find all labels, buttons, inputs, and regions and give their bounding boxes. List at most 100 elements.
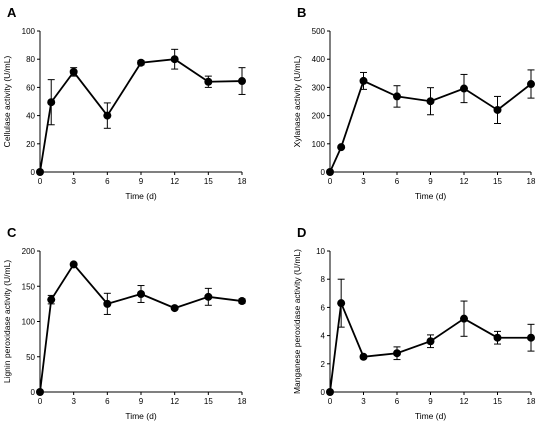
data-point xyxy=(527,80,535,89)
y-tick-label: 0 xyxy=(321,388,326,397)
x-axis-label: Time (d) xyxy=(415,411,446,421)
x-tick-label: 3 xyxy=(71,177,76,186)
y-tick-label: 60 xyxy=(26,83,35,92)
series-line xyxy=(39,262,243,393)
x-tick-label: 9 xyxy=(428,397,433,406)
data-point xyxy=(170,55,179,64)
data-point xyxy=(69,67,78,76)
data-point xyxy=(103,299,112,308)
data-point xyxy=(137,58,145,67)
y-tick-label: 8 xyxy=(321,275,326,284)
y-tick-label: 40 xyxy=(26,112,35,121)
data-point xyxy=(460,314,468,323)
series-line xyxy=(39,58,243,173)
x-tick-label: 6 xyxy=(105,177,110,186)
x-tick-label: 12 xyxy=(460,397,469,406)
y-axis-label: Manganese peroxidase activity (U/mL) xyxy=(292,249,302,394)
data-point xyxy=(527,333,535,342)
x-tick-label: 9 xyxy=(139,397,144,406)
data-point xyxy=(103,111,112,120)
x-tick-label: 18 xyxy=(527,177,536,186)
x-tick-label: 18 xyxy=(527,397,536,406)
y-tick-label: 200 xyxy=(22,247,36,256)
data-point xyxy=(137,290,145,299)
y-tick-label: 100 xyxy=(312,140,326,149)
x-axis-label: Time (d) xyxy=(125,411,156,421)
data-point xyxy=(359,76,368,85)
y-axis-label: Lignin peroxidase activity (U/mL) xyxy=(2,260,12,383)
y-tick-label: 4 xyxy=(321,332,326,341)
y-tick-label: 0 xyxy=(321,168,326,177)
panel-a: A 0 20 40 60 80 100 0 3 6 9 12 15 18 Time (d) Cellulase… xyxy=(2,5,247,201)
x-tick-label: 15 xyxy=(204,397,213,406)
data-point xyxy=(238,77,246,86)
x-tick-label: 15 xyxy=(204,177,213,186)
y-axis-label: Xylanase activity (U/mL) xyxy=(292,56,302,148)
data-point xyxy=(170,304,179,313)
series-line xyxy=(329,299,531,393)
y-tick-label: 100 xyxy=(22,318,36,327)
x-tick-label: 18 xyxy=(238,397,247,406)
y-tick-label: 10 xyxy=(316,247,325,256)
data-point xyxy=(493,105,502,114)
y-tick-label: 20 xyxy=(26,140,35,149)
panel-label: B xyxy=(297,5,306,20)
y-tick-label: 200 xyxy=(312,112,326,121)
data-point xyxy=(337,143,346,152)
x-tick-label: 9 xyxy=(428,177,433,186)
data-point xyxy=(493,333,502,342)
data-point xyxy=(47,295,56,304)
panel-label: C xyxy=(7,225,17,240)
y-axis-label: Cellulase activity (U/mL) xyxy=(2,56,12,148)
data-point xyxy=(326,388,334,396)
x-tick-label: 6 xyxy=(395,177,400,186)
y-tick-label: 500 xyxy=(312,27,326,36)
x-tick-label: 12 xyxy=(460,177,469,186)
data-point xyxy=(359,352,368,361)
x-tick-label: 3 xyxy=(361,397,366,406)
y-tick-label: 6 xyxy=(321,303,326,312)
y-tick-label: 0 xyxy=(31,388,36,397)
x-axis-label: Time (d) xyxy=(125,191,156,201)
x-tick-label: 12 xyxy=(170,397,179,406)
data-point xyxy=(36,388,44,396)
data-point xyxy=(204,77,213,86)
y-tick-label: 0 xyxy=(31,168,36,177)
x-tick-label: 6 xyxy=(105,397,110,406)
data-point xyxy=(326,168,334,176)
y-tick-label: 400 xyxy=(312,55,326,64)
y-tick-label: 150 xyxy=(22,282,36,291)
data-point xyxy=(426,97,435,106)
data-point xyxy=(69,260,78,269)
data-point xyxy=(337,299,346,308)
data-point xyxy=(238,297,246,306)
x-tick-label: 15 xyxy=(493,397,502,406)
y-tick-label: 300 xyxy=(312,83,326,92)
x-tick-label: 3 xyxy=(361,177,366,186)
y-tick-label: 2 xyxy=(321,360,326,369)
y-tick-label: 50 xyxy=(26,353,35,362)
y-tick-label: 80 xyxy=(26,55,35,64)
x-tick-label: 18 xyxy=(238,177,247,186)
data-point xyxy=(426,337,435,346)
panel-d: D 0 2 4 6 8 10 0 3 6 9 12 15 18 Time (d) Manganese pero… xyxy=(292,225,536,421)
panel-c: C 0 50 100 150 200 0 3 6 9 12 15 18 Time (d) Lignin pe… xyxy=(2,225,247,421)
x-tick-label: 0 xyxy=(328,177,333,186)
x-tick-label: 0 xyxy=(328,397,333,406)
data-point xyxy=(393,349,401,358)
y-tick-label: 100 xyxy=(22,27,36,36)
x-tick-label: 15 xyxy=(493,177,502,186)
x-tick-label: 0 xyxy=(38,397,43,406)
panel-label: D xyxy=(297,225,306,240)
data-point xyxy=(393,92,401,101)
series-line xyxy=(329,79,532,173)
data-point xyxy=(47,98,56,107)
data-point xyxy=(204,292,213,301)
panel-b: B 0 100 200 300 400 500 0 3 6 9 12 15 18 Time (d) Xylan… xyxy=(292,5,536,201)
data-point xyxy=(36,168,44,176)
x-tick-label: 6 xyxy=(395,397,400,406)
x-tick-label: 12 xyxy=(170,177,179,186)
x-tick-label: 3 xyxy=(71,397,76,406)
data-point xyxy=(460,84,468,93)
